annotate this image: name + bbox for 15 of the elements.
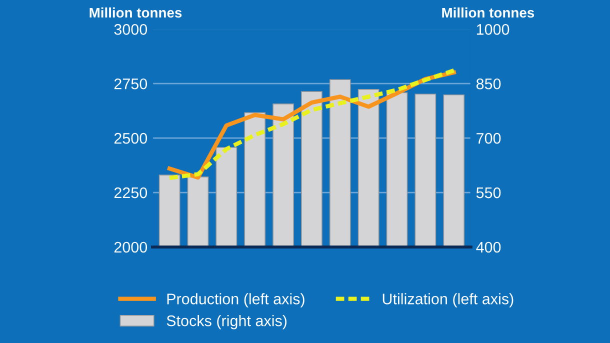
y2-tick-label: 700 [476, 132, 501, 144]
y-tick-label: 3000 [114, 24, 148, 35]
y2-tick-label: 550 [476, 187, 501, 198]
y2-tick-label: 850 [476, 78, 501, 90]
legend-label: Utilization (left axis) [382, 293, 514, 308]
y2-axis-title: Million tonnes [442, 7, 534, 18]
y-tick-label: 2750 [114, 78, 148, 90]
y-tick-label: 2000 [114, 242, 148, 253]
legend-label: Production (left axis) [167, 293, 304, 308]
y-axis-title: Million tonnes [90, 7, 182, 18]
y2-tick-label: 1000 [476, 24, 510, 35]
legend-label: Stocks (right axis) [166, 315, 287, 330]
y-tick-label: 2500 [114, 132, 148, 144]
y2-tick-label: 400 [476, 242, 501, 253]
y-tick-label: 2250 [114, 187, 148, 198]
